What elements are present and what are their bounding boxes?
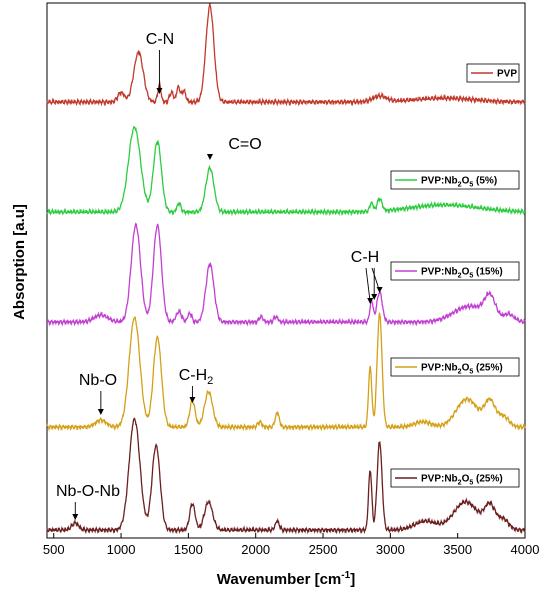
x-tick-label: 4000 (511, 542, 540, 557)
legend-label: PVP:Nb2O5 (5%) (421, 176, 497, 189)
legend-box (390, 170, 520, 190)
annotation-arrowhead (156, 88, 163, 94)
annotation-arrowhead (367, 298, 374, 304)
x-axis-title-sup: -1 (341, 570, 350, 581)
legend-box (390, 357, 520, 377)
series-line (46, 417, 526, 535)
legend-label: PVP:Nb2O5 (25%) (421, 363, 503, 376)
annotation-arrowhead (376, 287, 383, 293)
x-tick-label: 2500 (309, 542, 338, 557)
y-axis-title: Absorption [a.u] (11, 204, 28, 320)
legend-box (390, 261, 520, 281)
annotation-label: C=O (228, 136, 261, 153)
legend-group: PVP PVP:Nb2O5 (5%) PVP:Nb2O5 (15%) PVP:Nb2O… (390, 63, 520, 488)
series-line (46, 222, 526, 327)
annotation-arrowhead (72, 514, 79, 520)
annotation-label: Nb-O-Nb (56, 483, 120, 500)
annotation-arrowhead (206, 154, 213, 160)
series-line (46, 3, 526, 107)
series-line (46, 125, 526, 217)
x-tick-label: 1000 (107, 542, 136, 557)
annotation-arrowhead (371, 294, 378, 300)
legend-label: PVP:Nb2O5 (25%) (421, 474, 503, 487)
legend-label: PVP (497, 69, 517, 80)
annotation-arrowhead (97, 409, 104, 415)
x-axis-title-suffix: ] (350, 571, 355, 588)
annotation-label: C-H2 (179, 367, 214, 387)
x-tick-label: 2000 (241, 542, 270, 557)
x-tick-label: 1500 (174, 542, 203, 557)
x-axis-title-main: Wavenumber [cm (217, 571, 341, 588)
plot-frame (46, 2, 526, 539)
x-axis-title: Wavenumber [cm-1] (217, 570, 355, 588)
annotation-group: C-N C=O C-H Nb-O C-H2 Nb-O-Nb (56, 31, 383, 520)
series-group (46, 3, 526, 535)
series-line (46, 312, 526, 432)
annotation-label: C-H (351, 249, 379, 266)
x-tick-label: 3500 (443, 542, 472, 557)
annotation-arrow (365, 267, 371, 303)
x-tick-label: 3000 (376, 542, 405, 557)
x-axis-ticks: 500 1000 1500 2000 2500 3000 3500 4000 (43, 533, 540, 557)
annotation-arrowhead (189, 397, 196, 403)
x-tick-label: 500 (43, 542, 65, 557)
legend-label: PVP:Nb2O5 (15%) (421, 267, 503, 280)
annotation-label: Nb-O (79, 372, 117, 389)
legend-box (390, 468, 520, 488)
annotation-label: C-N (146, 31, 174, 48)
